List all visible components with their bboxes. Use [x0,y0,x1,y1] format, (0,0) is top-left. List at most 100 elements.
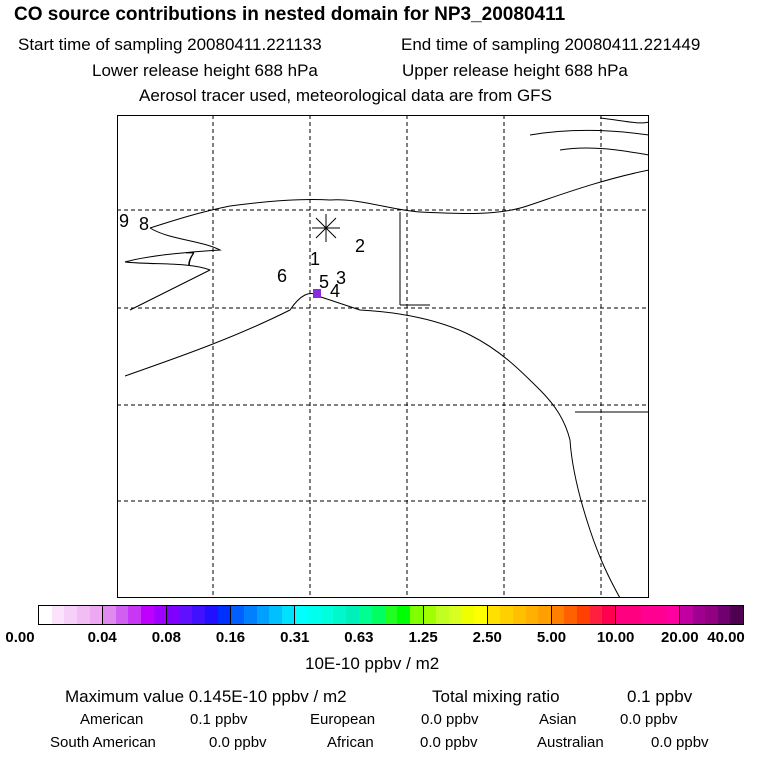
colorbar-tick-label: 0.63 [344,629,374,646]
colorbar-swatch [525,606,539,624]
colorbar-swatch [564,606,577,624]
label-2: 2 [355,236,365,256]
colorbar-swatch [140,606,154,624]
colorbar-segment [295,606,360,624]
colorbar-swatch [308,606,321,624]
tracer-info: Aerosol tracer used, meteorological data… [139,86,552,105]
colorbar-swatch [666,606,679,624]
australian-label: Australian [537,734,604,751]
colorbar-swatch [730,606,744,624]
colorbar-tick-label: 1.25 [408,629,438,646]
colorbar-swatch [384,606,398,624]
colorbar-swatch [538,606,551,624]
colorbar [38,605,744,625]
label-4: 4 [330,281,340,301]
map-svg: 1 2 3 4 5 6 7 8 9 [117,115,649,598]
south-american-label: South American [50,734,156,751]
label-3: 3 [336,268,346,288]
colorbar-swatch [717,606,731,624]
graticule [117,115,649,598]
colorbar-swatch [653,606,667,624]
colorbar-tick-label: 0.16 [215,629,246,646]
colorbar-tick-label: 10.00 [596,629,635,646]
colorbar-swatch [397,606,410,624]
max-concentration-cell [313,289,321,298]
south-american-value: 0.0 ppbv [209,734,267,751]
colorbar-swatch [256,606,270,624]
colorbar-swatch [89,606,103,624]
colorbar-tick-label: 0.04 [87,629,117,646]
colorbar-swatch [705,606,718,624]
colorbar-tick-label: 0.00 [5,629,35,646]
colorbar-segment [167,606,232,624]
label-6: 6 [277,266,287,286]
lower-height: Lower release height 688 hPa [92,61,318,80]
colorbar-segment [551,606,616,624]
colorbar-swatch [423,606,437,624]
colorbar-swatch [512,606,526,624]
colorbar-swatch [551,606,565,624]
colorbar-swatch [76,606,90,624]
colorbar-swatch [192,606,206,624]
colorbar-segment [231,606,296,624]
label-7: 7 [185,249,195,269]
colorbar-swatch [641,606,654,624]
colorbar-swatch [615,606,629,624]
max-value: Maximum value 0.145E-10 ppbv / m2 [65,687,347,706]
american-label: American [80,711,144,728]
colorbar-tick-label: 0.31 [280,629,310,646]
colorbar-swatch [269,606,282,624]
colorbar-swatch [345,606,359,624]
end-time: End time of sampling 20080411.221449 [401,35,701,54]
colorbar-swatch [320,606,334,624]
colorbar-segment [359,606,424,624]
map-panel: 1 2 3 4 5 6 7 8 9 [117,115,649,598]
colorbar-swatch [153,606,167,624]
colorbar-swatch [295,606,308,624]
african-label: African [327,734,374,751]
colorbar-swatch [231,606,244,624]
colorbar-swatch [602,606,615,624]
colorbar-swatch [500,606,513,624]
australian-value: 0.0 ppbv [651,734,709,751]
release-marker-asterisk-icon [312,214,340,242]
colorbar-swatch [243,606,257,624]
colorbar-swatch [103,606,116,624]
colorbar-unit: 10E-10 ppbv / m2 [305,654,440,673]
label-9: 9 [119,211,129,231]
label-1: 1 [310,249,320,269]
colorbar-tick-label: 20.00 [661,629,699,646]
colorbar-segment [39,606,104,624]
asian-label: Asian [539,711,577,728]
colorbar-swatch [333,606,346,624]
colorbar-swatch [217,606,231,624]
colorbar-swatch [487,606,501,624]
source-labels: 1 2 3 4 5 6 7 8 9 [119,211,365,301]
colorbar-swatch [692,606,706,624]
colorbar-swatch [436,606,449,624]
colorbar-swatch [372,606,385,624]
upper-height: Upper release height 688 hPa [402,61,628,80]
asian-value: 0.0 ppbv [620,711,678,728]
colorbar-segment [423,606,488,624]
total-label: Total mixing ratio [432,687,560,706]
colorbar-tick-label: 5.00 [536,629,567,646]
colorbar-swatch [474,606,487,624]
colorbar-swatch [589,606,603,624]
european-label: European [310,711,376,728]
colorbar-tick-label: 2.50 [472,629,502,646]
colorbar-swatch [167,606,180,624]
colorbar-swatch [128,606,141,624]
colorbar-swatch [448,606,462,624]
european-value: 0.0 ppbv [421,711,479,728]
colorbar-swatch [359,606,373,624]
total-value: 0.1 ppbv [627,687,693,706]
colorbar-swatch [679,606,693,624]
start-time: Start time of sampling 20080411.221133 [18,35,322,54]
american-value: 0.1 ppbv [190,711,248,728]
label-5: 5 [319,272,329,292]
plot-title: CO source contributions in nested domain… [14,4,566,25]
colorbar-tick-label: 40.00 [707,629,745,646]
colorbar-swatch [179,606,193,624]
colorbar-swatch [281,606,295,624]
